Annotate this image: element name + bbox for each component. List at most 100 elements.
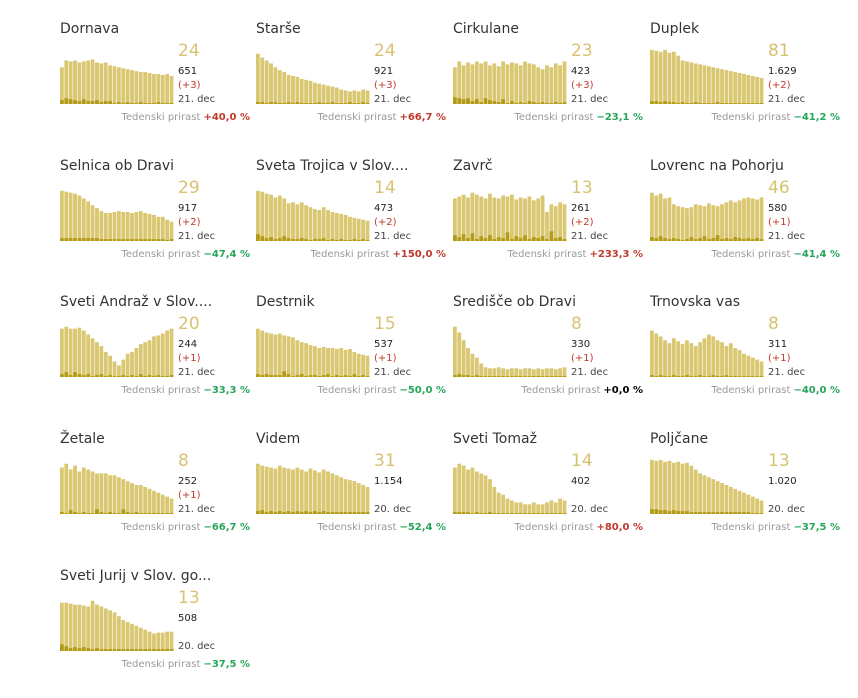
municipality-card[interactable]: Sveti Andraž v Slov.... 20 244 (+1) 21. dec T… <box>60 293 250 423</box>
weekly-growth-label: Tedenski prirast <box>121 112 201 123</box>
municipality-card[interactable]: Sveti Tomaž 14 402 20. dec Tedenski prirast +… <box>453 430 643 560</box>
daily-bar <box>720 239 724 241</box>
daily-bar <box>121 649 126 651</box>
municipality-card[interactable]: Lovrenc na Pohorju 46 580 (+1) 21. dec Tedens… <box>650 157 840 287</box>
weekly-growth: Tedenski prirast +0,0 % <box>521 384 643 397</box>
weekly-bar <box>733 348 738 377</box>
municipality-card[interactable]: Videm 31 1.154 20. dec Tedenski prirast −52,4… <box>256 430 446 560</box>
daily-bar <box>540 102 545 104</box>
daily-bar <box>299 238 304 241</box>
daily-bar <box>650 237 654 241</box>
municipality-card[interactable]: Trnovska vas 8 311 (+1) 21. dec Tedenski prir… <box>650 293 840 423</box>
weekly-bar <box>461 65 466 104</box>
daily-bar <box>496 376 501 377</box>
municipality-card[interactable]: Sveti Jurij v Slov. go... 13 508 20. dec Ted… <box>60 567 250 697</box>
daily-bar <box>746 103 751 104</box>
weekly-bar <box>527 504 532 514</box>
daily-bar <box>147 239 152 241</box>
weekly-bar <box>147 340 152 377</box>
daily-bar <box>330 376 335 377</box>
weekly-bar <box>330 473 335 514</box>
daily-bar <box>720 103 724 104</box>
daily-bar <box>453 375 457 377</box>
total-cases: 330 <box>571 339 591 350</box>
daily-bar <box>453 512 457 514</box>
weekly-growth-label: Tedenski prirast <box>121 249 201 260</box>
daily-delta: (+2) <box>571 217 594 228</box>
last-update-date: 21. dec <box>178 504 216 515</box>
weekly-bar <box>667 197 672 241</box>
daily-bar <box>658 375 663 377</box>
daily-bar <box>715 102 720 104</box>
daily-bar <box>759 103 764 104</box>
weekly-bar <box>130 483 134 514</box>
weekly-bar <box>536 67 541 104</box>
weekly-bar <box>156 216 161 241</box>
daily-bar <box>693 376 698 377</box>
weekly-growth: Tedenski prirast +66,7 % <box>317 111 446 124</box>
weekly-bar <box>488 193 492 241</box>
municipality-card[interactable]: Starše 24 921 (+3) 21. dec Tedenski prirast +6… <box>256 20 446 150</box>
daily-bar <box>650 375 654 377</box>
daily-bar <box>90 101 95 104</box>
weekly-bar <box>562 204 567 241</box>
weekly-bar <box>698 342 703 377</box>
municipality-name: Žetale <box>60 431 105 447</box>
daily-bar <box>715 235 720 241</box>
daily-delta: (+1) <box>178 490 201 501</box>
daily-bar <box>483 376 488 377</box>
daily-bar <box>685 511 689 514</box>
daily-bar <box>143 513 148 514</box>
weekly-bar <box>720 342 724 377</box>
weekly-bar <box>693 63 698 104</box>
municipality-card[interactable]: Zavrč 13 261 (+2) 21. dec Tedenski prirast +23… <box>453 157 643 287</box>
daily-bar <box>479 376 484 377</box>
municipality-card[interactable]: Duplek 81 1.629 (+2) 21. dec Tedenski prirast… <box>650 20 840 150</box>
weekly-bar <box>715 340 720 377</box>
daily-bar <box>339 239 344 241</box>
weekly-bar <box>505 369 510 377</box>
daily-bar <box>269 375 273 377</box>
daily-bar <box>313 103 317 104</box>
municipality-card[interactable]: Selnica ob Dravi 29 917 (+2) 21. dec Tedenski… <box>60 157 250 287</box>
weekly-bar <box>488 368 492 377</box>
weekly-growth: Tedenski prirast +40,0 % <box>121 111 250 124</box>
daily-bar <box>134 376 139 377</box>
sparkline-chart <box>256 53 370 104</box>
weekly-growth-label: Tedenski prirast <box>317 522 397 533</box>
daily-bar <box>527 101 532 104</box>
daily-bar <box>86 648 91 651</box>
weekly-bar <box>299 342 304 377</box>
municipality-card[interactable]: Dornava 24 651 (+3) 21. dec Tedenski prirast +… <box>60 20 250 150</box>
daily-bar <box>671 102 676 104</box>
last-update-date: 20. dec <box>768 504 806 515</box>
daily-bar <box>117 102 121 104</box>
weekly-bar <box>527 368 532 377</box>
municipality-card[interactable]: Sveta Trojica v Slov.... 14 473 (+2) 21. dec… <box>256 157 446 287</box>
weekly-bar <box>160 494 165 514</box>
municipality-card[interactable]: Poljčane 13 1.020 20. dec Tedenski prirast −3… <box>650 430 840 560</box>
weekly-bar <box>693 204 698 241</box>
weekly-bar <box>492 486 497 514</box>
municipality-card[interactable]: Središče ob Dravi 8 330 (+1) 21. dec Tedenski… <box>453 293 643 423</box>
weekly-growth-label: Tedenski prirast <box>711 522 791 533</box>
weekly-bar <box>99 346 104 377</box>
weekly-bar <box>470 64 475 104</box>
total-cases: 580 <box>768 203 788 214</box>
weekly-bar <box>650 49 654 104</box>
daily-bar <box>334 103 339 104</box>
daily-bar <box>103 649 108 651</box>
weekly-bar <box>365 90 370 104</box>
daily-bar <box>361 375 366 377</box>
weekly-bar <box>510 368 514 377</box>
weekly-bar <box>470 353 475 377</box>
weekly-growth-value: −37,5 % <box>203 659 250 670</box>
weekly-bar <box>707 203 711 241</box>
daily-bar <box>117 649 121 651</box>
weekly-bar <box>165 74 170 104</box>
municipality-card[interactable]: Destrnik 15 537 (+1) 21. dec Tedenski prirast… <box>256 293 446 423</box>
weekly-growth: Tedenski prirast −50,0 % <box>317 384 446 397</box>
municipality-card[interactable]: Cirkulane 23 423 (+3) 21. dec Tedenski priras… <box>453 20 643 150</box>
weekly-bar <box>711 479 716 514</box>
municipality-card[interactable]: Žetale 8 252 (+1) 21. dec Tedenski prirast −66… <box>60 430 250 560</box>
